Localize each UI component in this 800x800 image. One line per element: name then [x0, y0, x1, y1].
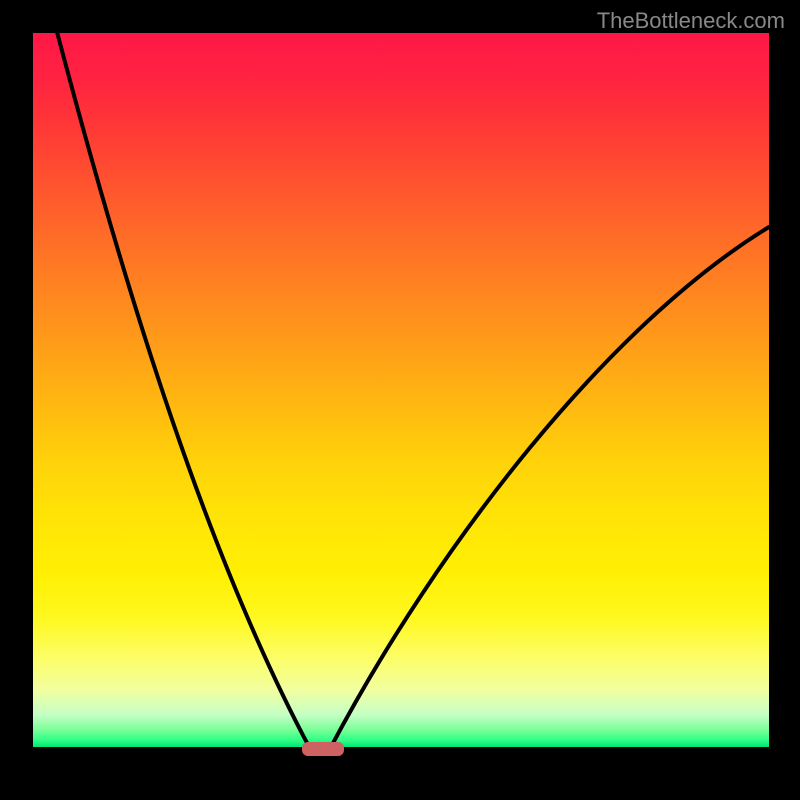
watermark-text: TheBottleneck.com: [597, 8, 785, 34]
optimal-marker: [302, 742, 344, 756]
bottleneck-curve: [57, 33, 769, 747]
chart-container: TheBottleneck.com: [0, 0, 800, 800]
plot-area: [33, 33, 769, 765]
curve-svg: [33, 33, 769, 765]
